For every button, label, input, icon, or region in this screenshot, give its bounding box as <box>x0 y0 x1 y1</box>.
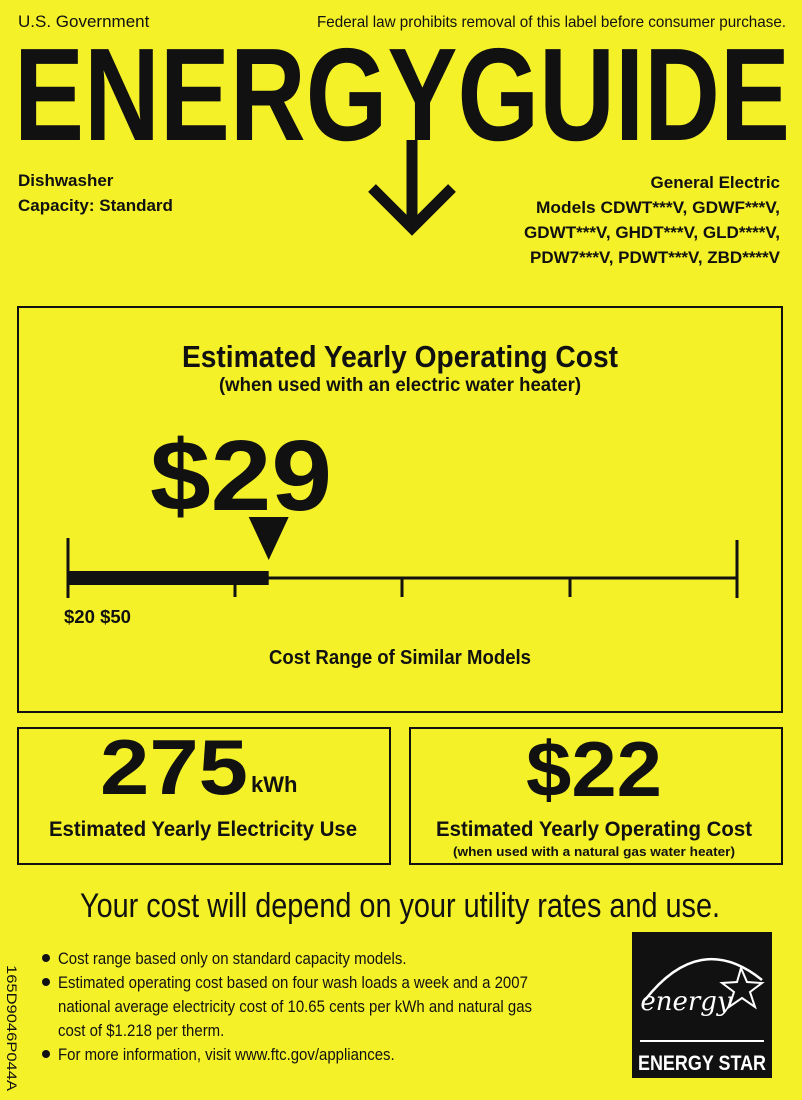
cost-value: $29 <box>150 420 332 532</box>
bullet-dot <box>42 954 50 962</box>
product-type: Dishwasher <box>18 171 114 190</box>
models: GDWT***V, GHDT***V, GLD****V, <box>524 223 780 242</box>
capacity: Capacity: Standard <box>18 196 173 215</box>
bullet-text: Cost range based only on standard capaci… <box>58 949 407 968</box>
gas-box <box>409 727 783 865</box>
gas-cost-value: $22 <box>526 725 662 813</box>
models: PDW7***V, PDWT***V, ZBD****V <box>530 248 781 267</box>
kwh-unit: kWh <box>251 772 297 797</box>
manufacturer: General Electric <box>651 173 780 192</box>
gas-subcaption: (when used with a natural gas water heat… <box>453 844 735 859</box>
range-label: $20 $50 <box>64 607 131 627</box>
models: Models CDWT***V, GDWF***V, <box>536 198 780 217</box>
cost-scale <box>66 517 739 598</box>
logo-script: energy <box>640 987 732 1017</box>
bullet-list: Cost range based only on standard capaci… <box>42 949 532 1064</box>
cost-marker <box>248 517 289 560</box>
range-caption: Cost Range of Similar Models <box>269 647 531 669</box>
cost-subtitle: (when used with an electric water heater… <box>219 375 581 396</box>
gov-text: U.S. Government <box>18 12 150 31</box>
bullet-text: cost of $1.218 per therm. <box>58 1021 224 1040</box>
label-code: 165D9046P044A <box>4 965 20 1092</box>
bullet-dot <box>42 1050 50 1058</box>
bullet-text: Estimated operating cost based on four w… <box>58 973 528 992</box>
note: Your cost will depend on your utility ra… <box>80 887 720 925</box>
cost-title: Estimated Yearly Operating Cost <box>182 339 618 374</box>
energy-star-logo: energy ENERGY STAR <box>632 932 772 1078</box>
bullet-text: For more information, visit www.ftc.gov/… <box>58 1045 395 1064</box>
energyguide-logo: ENERGYGUIDE <box>14 21 790 168</box>
bullet-dot <box>42 978 50 986</box>
bullet-text: national average electricity cost of 10.… <box>58 997 532 1016</box>
electricity-box <box>17 727 391 865</box>
gas-caption: Estimated Yearly Operating Cost <box>436 818 752 841</box>
kwh-value: 275 <box>100 723 248 811</box>
logo-arrow <box>368 140 456 236</box>
cost-box <box>17 306 783 713</box>
electricity-caption: Estimated Yearly Electricity Use <box>49 818 357 841</box>
law-text: Federal law prohibits removal of this la… <box>317 14 786 31</box>
logo-name: ENERGY STAR <box>638 1052 766 1075</box>
cost-bar <box>68 571 269 585</box>
